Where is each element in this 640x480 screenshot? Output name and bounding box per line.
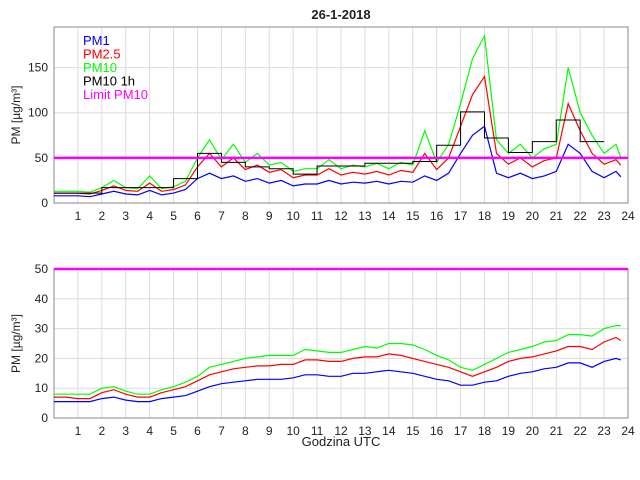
- plot-frame: [53, 26, 629, 204]
- x-tick-label: 23: [597, 424, 611, 438]
- x-tick-label: 20: [526, 209, 540, 223]
- legend-entry: PM10 1h: [83, 74, 135, 89]
- y-axis-label: PM [µg/m³]: [9, 86, 23, 145]
- x-tick-label: 11: [311, 424, 324, 438]
- x-tick-label: 9: [266, 424, 273, 438]
- legend-entry: PM10: [83, 60, 117, 75]
- y-tick-label: 0: [41, 411, 48, 425]
- y-tick-label: 50: [35, 151, 49, 165]
- x-tick-label: 13: [358, 424, 372, 438]
- top-chart: 1 2 3 4 5 6 7 8 9 10 11 12 13 14 15 16 17 18 19 20 21 22 23 240…: [9, 26, 635, 223]
- y-tick-label: 30: [35, 322, 49, 336]
- x-tick-label: 5: [170, 424, 177, 438]
- series-pm10: [54, 34, 622, 193]
- x-tick-label: 23: [597, 209, 611, 223]
- x-tick-label: 13: [358, 209, 372, 223]
- legend-entry: PM2.5: [83, 47, 121, 62]
- x-tick-label: 10: [286, 209, 300, 223]
- x-tick-label: 16: [430, 424, 444, 438]
- x-tick-label: 2: [98, 424, 105, 438]
- x-tick-label: 6: [194, 209, 201, 223]
- x-tick-label: 24: [621, 424, 635, 438]
- y-tick-label: 10: [35, 381, 49, 395]
- x-tick-label: 7: [218, 209, 225, 223]
- y-tick-label: 50: [35, 262, 49, 276]
- x-tick-label: 22: [573, 209, 587, 223]
- x-tick-label: 10: [286, 424, 300, 438]
- x-tick-label: 6: [194, 424, 201, 438]
- chart-title: 26-1-2018: [311, 7, 370, 22]
- x-tick-label: 11: [311, 209, 324, 223]
- x-tick-label: 18: [478, 424, 492, 438]
- x-tick-label: 2: [98, 209, 105, 223]
- x-tick-label: 17: [454, 424, 468, 438]
- series-pm10-1h: [54, 111, 605, 194]
- x-tick-label: 15: [406, 209, 420, 223]
- legend-entry: PM1: [83, 33, 110, 48]
- series-pm10: [54, 325, 621, 395]
- y-tick-label: 40: [35, 292, 49, 306]
- x-tick-label: 1: [75, 424, 82, 438]
- x-tick-label: 5: [170, 209, 177, 223]
- series-pm1: [54, 125, 622, 198]
- x-tick-label: 21: [550, 209, 564, 223]
- x-tick-label: 4: [146, 424, 153, 438]
- legend-entry: Limit PM10: [83, 87, 148, 102]
- x-tick-label: 7: [218, 424, 225, 438]
- y-tick-label: 0: [41, 196, 48, 210]
- x-tick-label: 8: [242, 209, 249, 223]
- x-tick-label: 12: [334, 424, 348, 438]
- x-tick-label: 18: [478, 209, 492, 223]
- x-tick-label: 22: [573, 424, 587, 438]
- x-tick-label: 20: [526, 424, 540, 438]
- y-tick-label: 100: [28, 106, 48, 120]
- x-tick-label: 15: [406, 424, 420, 438]
- x-tick-label: 8: [242, 424, 249, 438]
- x-tick-label: 19: [502, 209, 516, 223]
- x-tick-label: 14: [382, 209, 396, 223]
- x-tick-label: 21: [550, 424, 564, 438]
- x-tick-label: 9: [266, 209, 273, 223]
- x-tick-label: 1: [75, 209, 82, 223]
- x-tick-label: 12: [334, 209, 348, 223]
- y-tick-label: 20: [35, 351, 49, 365]
- x-tick-label: 24: [621, 209, 635, 223]
- x-axis-label: Godzina UTC: [302, 434, 381, 449]
- x-tick-label: 17: [454, 209, 468, 223]
- x-tick-label: 16: [430, 209, 444, 223]
- series-pm2-5: [54, 336, 622, 400]
- x-tick-label: 3: [122, 209, 129, 223]
- series-pm2-5: [54, 74, 622, 195]
- x-tick-label: 3: [122, 424, 129, 438]
- x-tick-label: 19: [502, 424, 516, 438]
- y-tick-label: 150: [28, 61, 48, 75]
- y-axis-label: PM [µg/m³]: [9, 314, 23, 373]
- series-pm1: [54, 357, 621, 403]
- x-tick-label: 14: [382, 424, 396, 438]
- x-tick-label: 4: [146, 209, 153, 223]
- bottom-chart: 1 2 3 4 5 6 7 8 9 10 11 12 13 14 15 16 17 18 19 20 21 22 23 240…: [9, 262, 635, 438]
